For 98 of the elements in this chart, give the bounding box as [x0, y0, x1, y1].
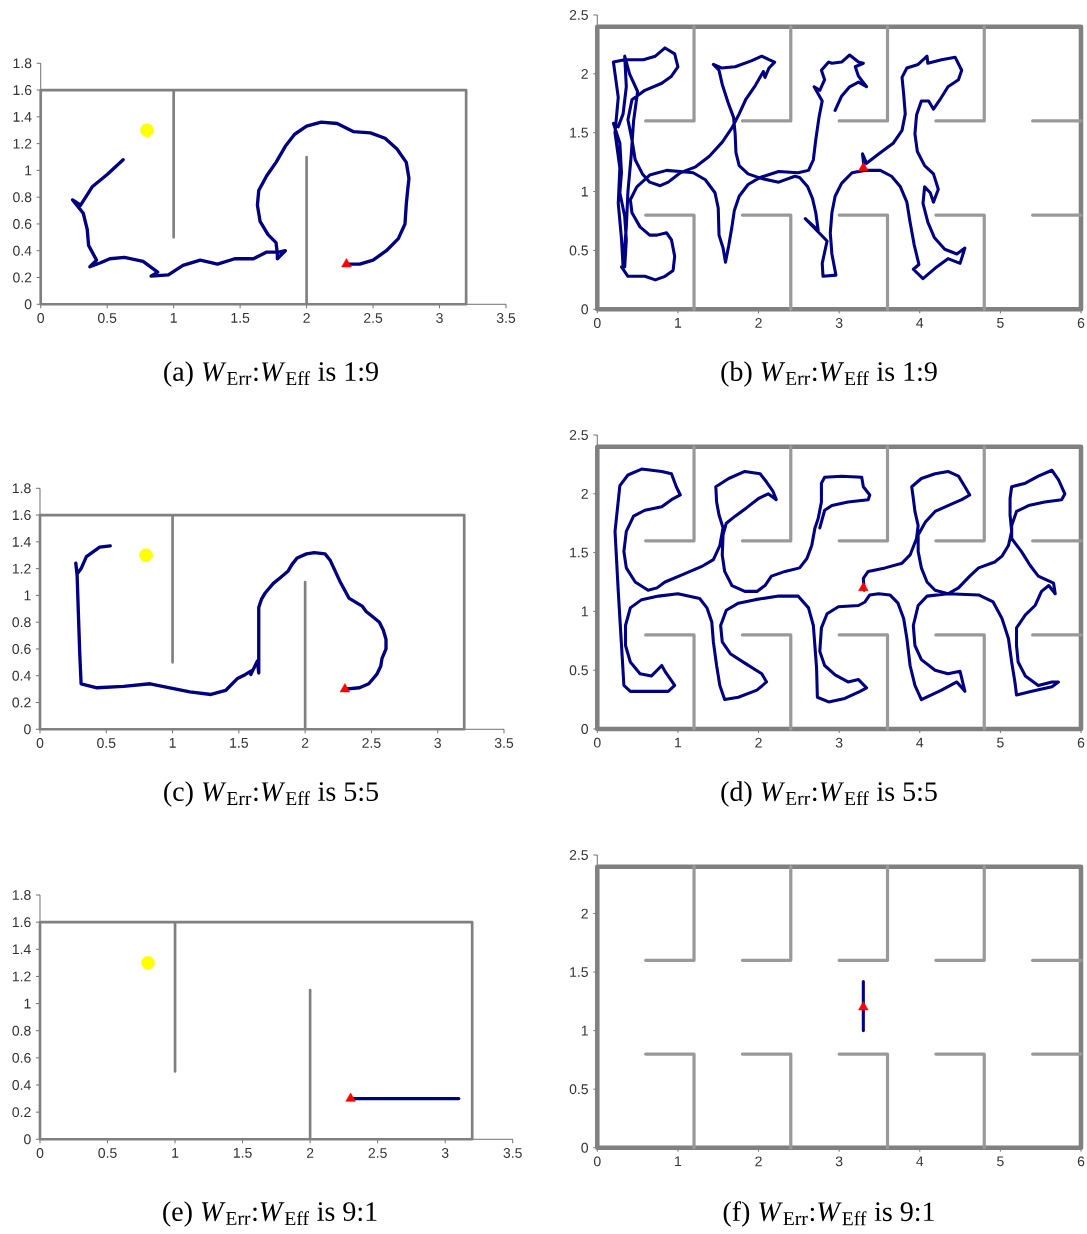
x-tick-label: 5: [997, 737, 1004, 748]
x-tick-label: 0.5: [98, 1148, 117, 1158]
x-tick-label: 0.5: [97, 313, 117, 323]
x-tick-label: 3: [835, 737, 843, 748]
y-tick-label: 0.8: [12, 1025, 31, 1036]
x-tick-label: 6: [1077, 1156, 1085, 1167]
x-tick-label: 1: [675, 318, 682, 328]
y-tick-label: 0.4: [13, 245, 32, 256]
y-tick-label: 2: [581, 68, 588, 79]
x-tick-label: 2.5: [362, 738, 381, 748]
x-tick-label: 5: [997, 1156, 1004, 1167]
y-tick-label: 0.2: [12, 697, 31, 708]
y-tick-label: 0.6: [12, 644, 31, 654]
x-tick-label: 4: [916, 1156, 924, 1167]
y-tick-label: 0.5: [569, 665, 588, 676]
x-tick-label: 3.5: [496, 313, 516, 323]
x-tick-label: 2: [303, 313, 310, 323]
y-tick-label: 1.4: [13, 112, 32, 122]
text: (e) W$_{Err}$:W$_{Eff}$ is 9:1: [163, 1201, 377, 1227]
text: (a) W$_{Err}$:W$_{Eff}$ is 1:9: [164, 361, 378, 387]
x-tick-label: 0: [36, 1148, 44, 1158]
y-tick-label: 2: [581, 488, 588, 499]
y-tick-label: 1.6: [12, 510, 31, 521]
y-tick-label: 1: [24, 590, 31, 601]
y-tick-label: 0.8: [12, 617, 31, 628]
y-tick-label: 2.5: [569, 430, 588, 440]
x-tick-label: 3: [436, 313, 443, 323]
x-tick-label: 6: [1077, 737, 1085, 748]
y-tick-label: 1.4: [12, 944, 31, 955]
y-tick-label: 0.2: [13, 272, 32, 283]
y-tick-label: 2.5: [569, 10, 588, 20]
y-tick-label: 0: [581, 724, 589, 734]
x-tick-label: 0: [37, 313, 45, 323]
y-tick-label: 1.5: [570, 127, 588, 138]
x-tick-label: 3.5: [503, 1148, 522, 1158]
y-tick-label: 1.6: [13, 85, 32, 96]
x-tick-label: 1: [169, 738, 176, 748]
y-tick-label: 0.2: [12, 1107, 31, 1118]
text: (b) W$_{Err}$:W$_{Eff}$ is 1:9: [721, 361, 937, 387]
x-tick-label: 6: [1077, 318, 1085, 328]
y-tick-label: 0.6: [12, 1052, 31, 1063]
x-tick-label: 2.5: [364, 313, 383, 323]
x-tick-label: 1: [172, 1148, 179, 1158]
y-tick-label: 1.2: [13, 138, 32, 149]
x-tick-label: 3: [441, 1148, 449, 1158]
y-tick-label: 0.5: [569, 1084, 588, 1095]
y-tick-label: 1.8: [13, 58, 32, 69]
x-tick-label: 1: [675, 1156, 682, 1167]
y-tick-label: 0: [581, 304, 589, 315]
y-tick-label: 1.8: [12, 890, 31, 900]
x-tick-label: 4: [916, 737, 924, 748]
x-tick-label: 0: [593, 737, 601, 748]
x-tick-label: 4: [916, 318, 924, 328]
x-tick-label: 2: [755, 1156, 762, 1167]
x-tick-label: 1: [675, 737, 682, 748]
y-tick-label: 0: [24, 1134, 31, 1145]
y-tick-label: 2: [581, 908, 588, 919]
y-tick-label: 0: [24, 724, 31, 735]
text: (c) W$_{Err}$:W$_{Eff}$ is 5:5: [164, 781, 378, 807]
y-tick-label: 1: [24, 998, 31, 1009]
y-tick-label: 1: [581, 1025, 588, 1036]
y-tick-label: 0.8: [13, 192, 32, 203]
y-tick-label: 0.5: [569, 245, 588, 256]
y-tick-label: 1: [25, 165, 32, 176]
x-tick-label: 2.5: [368, 1148, 387, 1158]
y-tick-label: 1.4: [12, 537, 31, 547]
x-tick-label: 1.5: [231, 313, 250, 323]
x-tick-label: 2: [755, 737, 762, 748]
y-tick-label: 2.5: [569, 850, 588, 860]
y-tick-label: 1.8: [12, 483, 31, 494]
y-tick-label: 0.6: [13, 219, 32, 229]
x-tick-label: 3: [835, 1156, 843, 1167]
x-tick-label: 3: [434, 738, 441, 748]
y-tick-label: 0.4: [12, 670, 31, 681]
y-tick-label: 1: [581, 606, 588, 617]
x-tick-label: 0: [593, 1156, 601, 1167]
y-tick-label: 1.5: [570, 967, 588, 977]
x-tick-label: 1: [170, 313, 177, 323]
y-tick-label: 0: [24, 299, 32, 310]
x-tick-label: 1.5: [233, 1148, 252, 1158]
x-tick-label: 1.5: [230, 738, 248, 748]
text: (d) W$_{Err}$:W$_{Eff}$ is 5:5: [721, 781, 937, 807]
y-tick-label: 1.5: [570, 547, 588, 558]
y-tick-label: 0.4: [12, 1080, 31, 1090]
y-tick-label: 1.2: [12, 563, 31, 574]
x-tick-label: 2: [755, 318, 762, 328]
x-tick-label: 3: [835, 318, 843, 328]
text: (f) W$_{Err}$:W$_{Eff}$ is 9:1: [723, 1201, 934, 1227]
y-tick-label: 1.2: [12, 971, 31, 982]
y-tick-label: 1: [581, 186, 588, 197]
x-tick-label: 0: [36, 738, 44, 748]
y-tick-label: 1.6: [12, 917, 31, 928]
x-tick-label: 2: [301, 738, 309, 748]
x-tick-label: 3.5: [494, 738, 514, 748]
x-tick-label: 5: [997, 318, 1004, 328]
x-tick-label: 0.5: [97, 738, 116, 748]
x-tick-label: 2: [306, 1148, 314, 1158]
x-tick-label: 0: [593, 318, 601, 328]
